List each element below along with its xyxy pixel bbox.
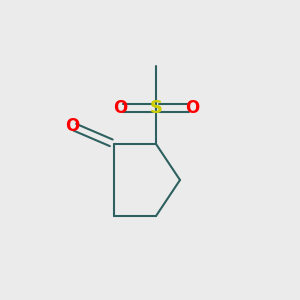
- Text: O: O: [185, 99, 199, 117]
- Text: O: O: [65, 117, 79, 135]
- Text: O: O: [113, 99, 127, 117]
- Text: S: S: [149, 99, 163, 117]
